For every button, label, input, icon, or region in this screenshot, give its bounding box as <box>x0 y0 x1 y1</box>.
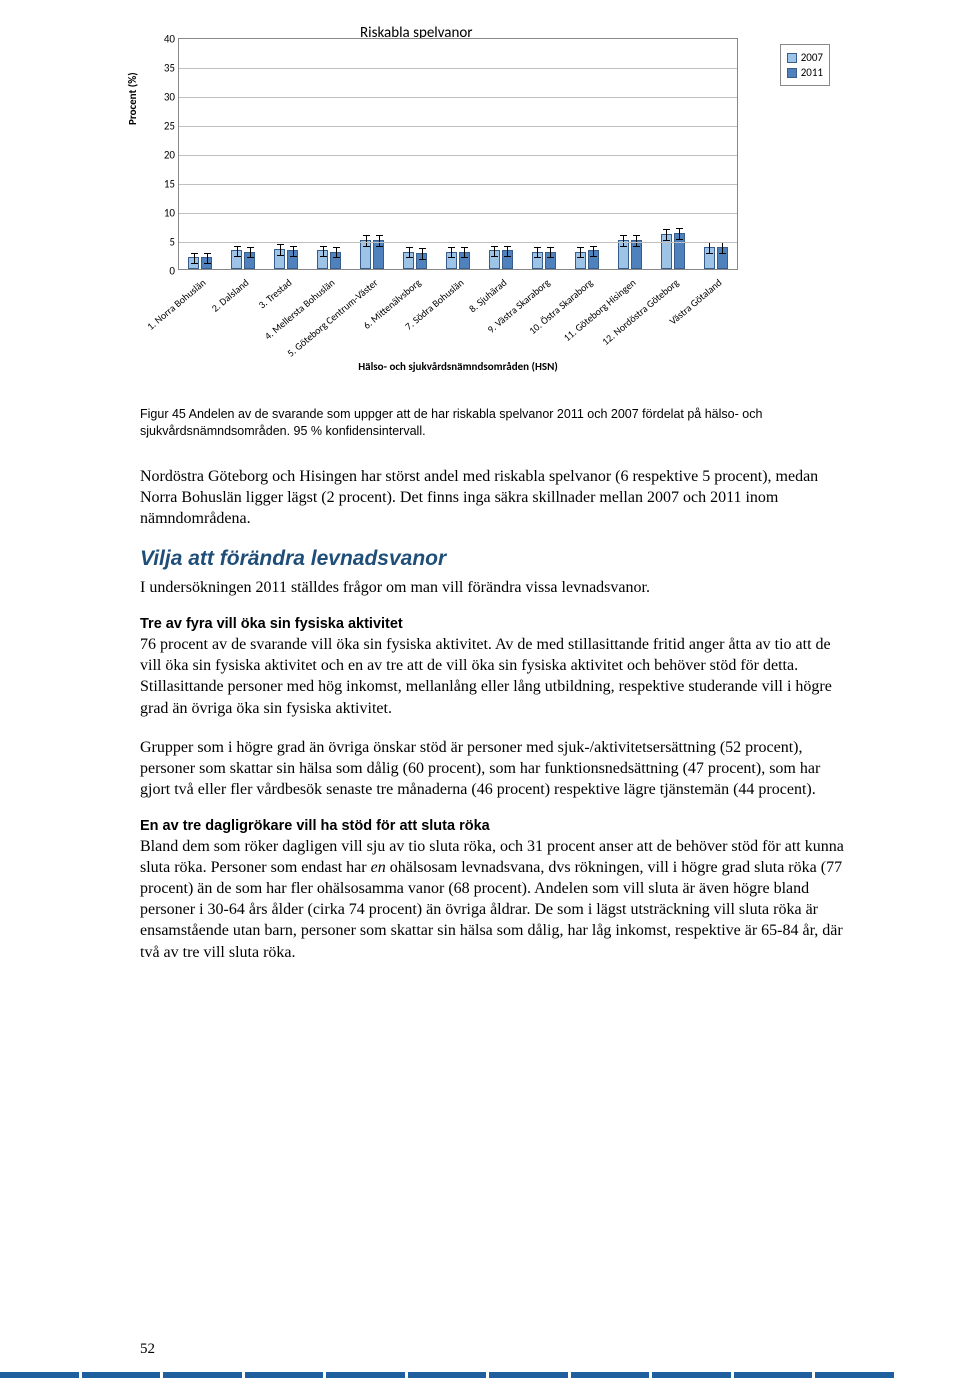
bar <box>201 257 212 269</box>
bar-group <box>308 250 351 269</box>
body-paragraph: Bland dem som röker dagligen vill sju av… <box>140 836 850 963</box>
bar-group <box>565 250 608 269</box>
footer-decoration <box>0 1372 920 1378</box>
body-paragraph: 76 procent av de svarande vill öka sin f… <box>140 634 850 718</box>
y-axis-label: Procent (%) <box>126 72 139 125</box>
bar <box>416 253 427 269</box>
bar <box>317 250 328 269</box>
bar <box>446 252 457 269</box>
bar <box>330 252 341 269</box>
chart-figure: Procent (%) Riskabla spelvanor OBS! Skal… <box>140 30 830 390</box>
bars-container <box>179 39 737 269</box>
bar-group <box>651 233 694 269</box>
y-tick-label: 25 <box>164 120 179 133</box>
bar <box>373 240 384 269</box>
bar <box>287 250 298 269</box>
bar <box>459 252 470 269</box>
section-heading: Vilja att förändra levnadsvanor <box>140 547 850 571</box>
y-tick-label: 15 <box>164 178 179 191</box>
bar-group <box>608 240 651 269</box>
body-paragraph: I undersökningen 2011 ställdes frågor om… <box>140 577 850 598</box>
bar <box>360 240 371 269</box>
bar <box>274 249 285 269</box>
bar-group <box>437 252 480 269</box>
bar-group <box>351 240 394 269</box>
bar <box>588 250 599 269</box>
bar-group <box>265 249 308 269</box>
legend-label: 2011 <box>801 66 823 79</box>
x-tick-label: 2. Dalsland <box>221 270 264 350</box>
y-tick-label: 40 <box>164 33 179 46</box>
bar-group <box>394 252 437 269</box>
legend-label: 2007 <box>801 51 823 64</box>
legend-swatch-2007 <box>787 53 797 63</box>
bar <box>704 247 715 269</box>
sub-heading: Tre av fyra vill öka sin fysiska aktivit… <box>140 616 850 632</box>
y-tick-label: 35 <box>164 62 179 75</box>
bar <box>661 234 672 269</box>
bar <box>502 250 513 269</box>
bar <box>631 240 642 269</box>
legend-item: 2011 <box>787 66 823 79</box>
bar-group <box>694 247 737 269</box>
page-number: 52 <box>140 1341 155 1358</box>
plot-area: 0510152025303540 <box>178 38 738 270</box>
bar <box>674 233 685 269</box>
figure-caption: Figur 45 Andelen av de svarande som uppg… <box>140 406 850 440</box>
legend-swatch-2011 <box>787 68 797 78</box>
bar <box>717 247 728 269</box>
bar-group <box>522 252 565 269</box>
chart-legend: 2007 2011 <box>780 44 830 86</box>
text-emphasis: en <box>371 859 386 876</box>
bar <box>545 252 556 269</box>
bar <box>618 240 629 269</box>
bar <box>188 257 199 269</box>
x-labels: 1. Norra Bohuslän2. Dalsland3. Trestad4.… <box>178 270 738 350</box>
bar-group <box>479 250 522 269</box>
body-paragraph: Grupper som i högre grad än övriga önska… <box>140 737 850 800</box>
bar <box>403 252 414 269</box>
y-tick-label: 20 <box>164 149 179 162</box>
bar <box>575 252 586 269</box>
bar-group <box>222 250 265 269</box>
y-tick-label: 5 <box>169 236 179 249</box>
bar <box>532 252 543 269</box>
x-tick-label: Västra Götaland <box>695 270 738 350</box>
sub-heading: En av tre dagligrökare vill ha stöd för … <box>140 818 850 834</box>
x-axis-title: Hälso- och sjukvårdsnämndsområden (HSN) <box>178 360 738 373</box>
bar <box>244 252 255 269</box>
y-tick-label: 30 <box>164 91 179 104</box>
legend-item: 2007 <box>787 51 823 64</box>
bar <box>489 250 500 269</box>
y-tick-label: 10 <box>164 207 179 220</box>
bar <box>231 250 242 269</box>
body-paragraph: Nordöstra Göteborg och Hisingen har stör… <box>140 466 850 529</box>
bar-group <box>179 257 222 269</box>
